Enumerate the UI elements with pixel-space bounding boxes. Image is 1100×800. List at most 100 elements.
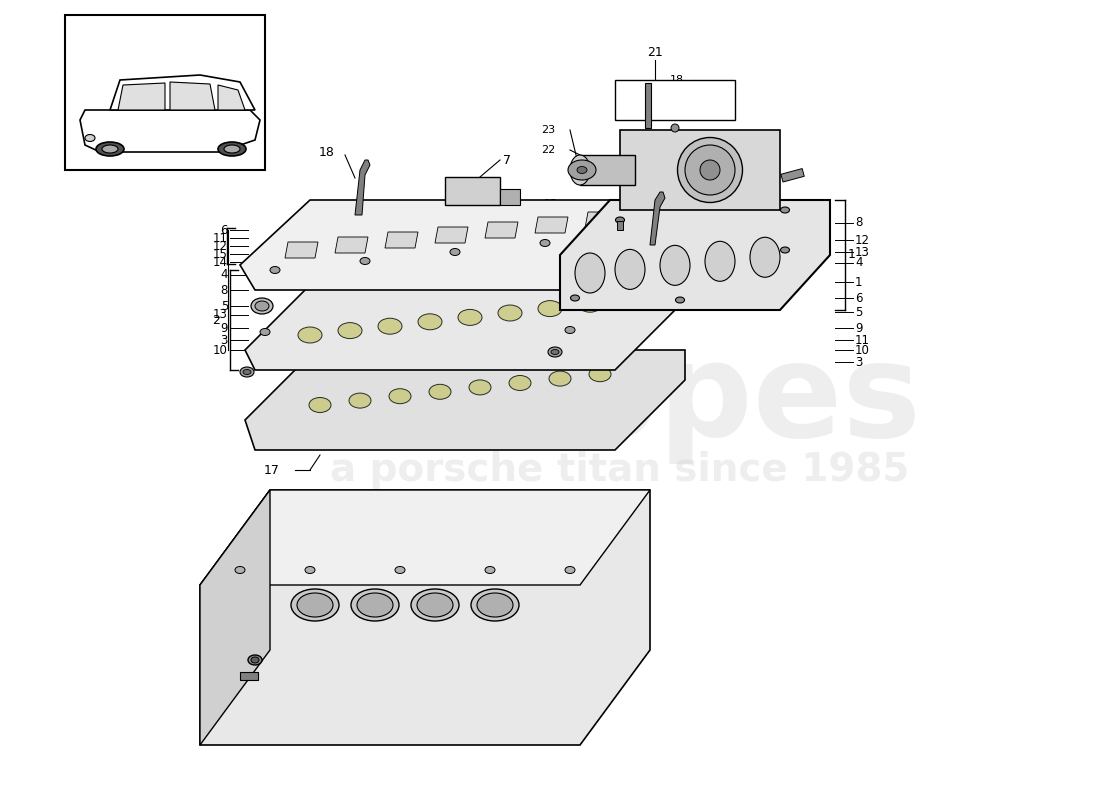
Ellipse shape — [248, 655, 262, 665]
Polygon shape — [585, 212, 618, 228]
Text: 9: 9 — [220, 322, 228, 334]
Text: 17: 17 — [264, 463, 280, 477]
Ellipse shape — [429, 384, 451, 399]
Ellipse shape — [395, 566, 405, 574]
Ellipse shape — [298, 327, 322, 343]
Text: 10: 10 — [213, 343, 228, 357]
Ellipse shape — [292, 589, 339, 621]
Ellipse shape — [509, 375, 531, 390]
Text: 22: 22 — [541, 145, 556, 155]
Ellipse shape — [240, 367, 254, 377]
Ellipse shape — [477, 593, 513, 617]
Polygon shape — [245, 350, 685, 450]
Text: 15: 15 — [213, 247, 228, 261]
Text: 10: 10 — [855, 343, 870, 357]
Bar — [781, 169, 804, 182]
Ellipse shape — [548, 347, 562, 357]
Bar — [240, 672, 258, 680]
Ellipse shape — [660, 246, 690, 286]
Ellipse shape — [615, 250, 645, 290]
Ellipse shape — [570, 155, 590, 185]
Ellipse shape — [309, 398, 331, 413]
Ellipse shape — [571, 295, 580, 301]
Text: 23: 23 — [541, 125, 556, 135]
Ellipse shape — [458, 310, 482, 326]
Ellipse shape — [360, 258, 370, 265]
Ellipse shape — [750, 238, 780, 278]
Text: 9: 9 — [855, 322, 862, 334]
Text: 18: 18 — [670, 75, 684, 85]
Text: 4: 4 — [220, 269, 228, 282]
Ellipse shape — [338, 322, 362, 338]
Ellipse shape — [540, 239, 550, 246]
Ellipse shape — [351, 589, 399, 621]
Ellipse shape — [378, 318, 402, 334]
Ellipse shape — [549, 371, 571, 386]
Ellipse shape — [781, 247, 790, 253]
Ellipse shape — [588, 366, 610, 382]
Text: 11: 11 — [213, 231, 228, 245]
Bar — [617, 221, 623, 230]
Ellipse shape — [616, 217, 625, 223]
Ellipse shape — [450, 249, 460, 255]
Bar — [615, 80, 735, 120]
Ellipse shape — [305, 566, 315, 574]
Text: 18: 18 — [319, 146, 336, 159]
Text: 11: 11 — [855, 334, 870, 346]
Ellipse shape — [418, 314, 442, 330]
Ellipse shape — [349, 393, 371, 408]
Ellipse shape — [224, 145, 240, 153]
Ellipse shape — [358, 593, 393, 617]
Text: 2: 2 — [212, 314, 220, 326]
Text: 6: 6 — [220, 223, 228, 237]
Ellipse shape — [538, 301, 562, 317]
Ellipse shape — [564, 282, 586, 298]
Ellipse shape — [243, 370, 251, 374]
Text: 3: 3 — [855, 355, 862, 369]
Polygon shape — [485, 222, 518, 238]
Ellipse shape — [251, 657, 258, 663]
Polygon shape — [434, 227, 468, 243]
Polygon shape — [336, 237, 368, 253]
Ellipse shape — [498, 305, 522, 321]
Ellipse shape — [411, 589, 459, 621]
Ellipse shape — [260, 329, 270, 335]
Ellipse shape — [297, 593, 333, 617]
Polygon shape — [118, 83, 165, 110]
Ellipse shape — [96, 142, 124, 156]
Ellipse shape — [389, 389, 411, 404]
Text: 23: 23 — [668, 95, 682, 105]
Text: 13: 13 — [213, 309, 228, 322]
Polygon shape — [200, 490, 650, 745]
Text: 6: 6 — [513, 215, 521, 229]
Ellipse shape — [471, 589, 519, 621]
Ellipse shape — [781, 207, 790, 213]
Ellipse shape — [270, 266, 280, 274]
Polygon shape — [385, 232, 418, 248]
Polygon shape — [110, 75, 255, 110]
Text: 6: 6 — [855, 291, 862, 305]
Polygon shape — [650, 192, 666, 245]
Text: 8: 8 — [855, 217, 862, 230]
Polygon shape — [560, 200, 830, 310]
Polygon shape — [170, 82, 214, 110]
Ellipse shape — [551, 350, 559, 354]
Text: 16: 16 — [443, 694, 459, 706]
Text: europes: europes — [319, 337, 921, 463]
Ellipse shape — [615, 232, 625, 239]
Text: 4: 4 — [855, 257, 862, 270]
Text: 5: 5 — [855, 306, 862, 318]
Ellipse shape — [675, 297, 684, 303]
Text: 24: 24 — [708, 95, 722, 105]
Text: 12: 12 — [855, 234, 870, 246]
Polygon shape — [285, 242, 318, 258]
Text: 21: 21 — [647, 46, 663, 58]
Text: 7: 7 — [503, 154, 512, 166]
Text: 13: 13 — [855, 246, 870, 258]
Text: 14: 14 — [213, 255, 228, 269]
Polygon shape — [240, 200, 680, 290]
Text: 19: 19 — [267, 594, 283, 606]
Text: 1: 1 — [848, 249, 856, 262]
Ellipse shape — [705, 242, 735, 282]
Polygon shape — [355, 160, 370, 215]
